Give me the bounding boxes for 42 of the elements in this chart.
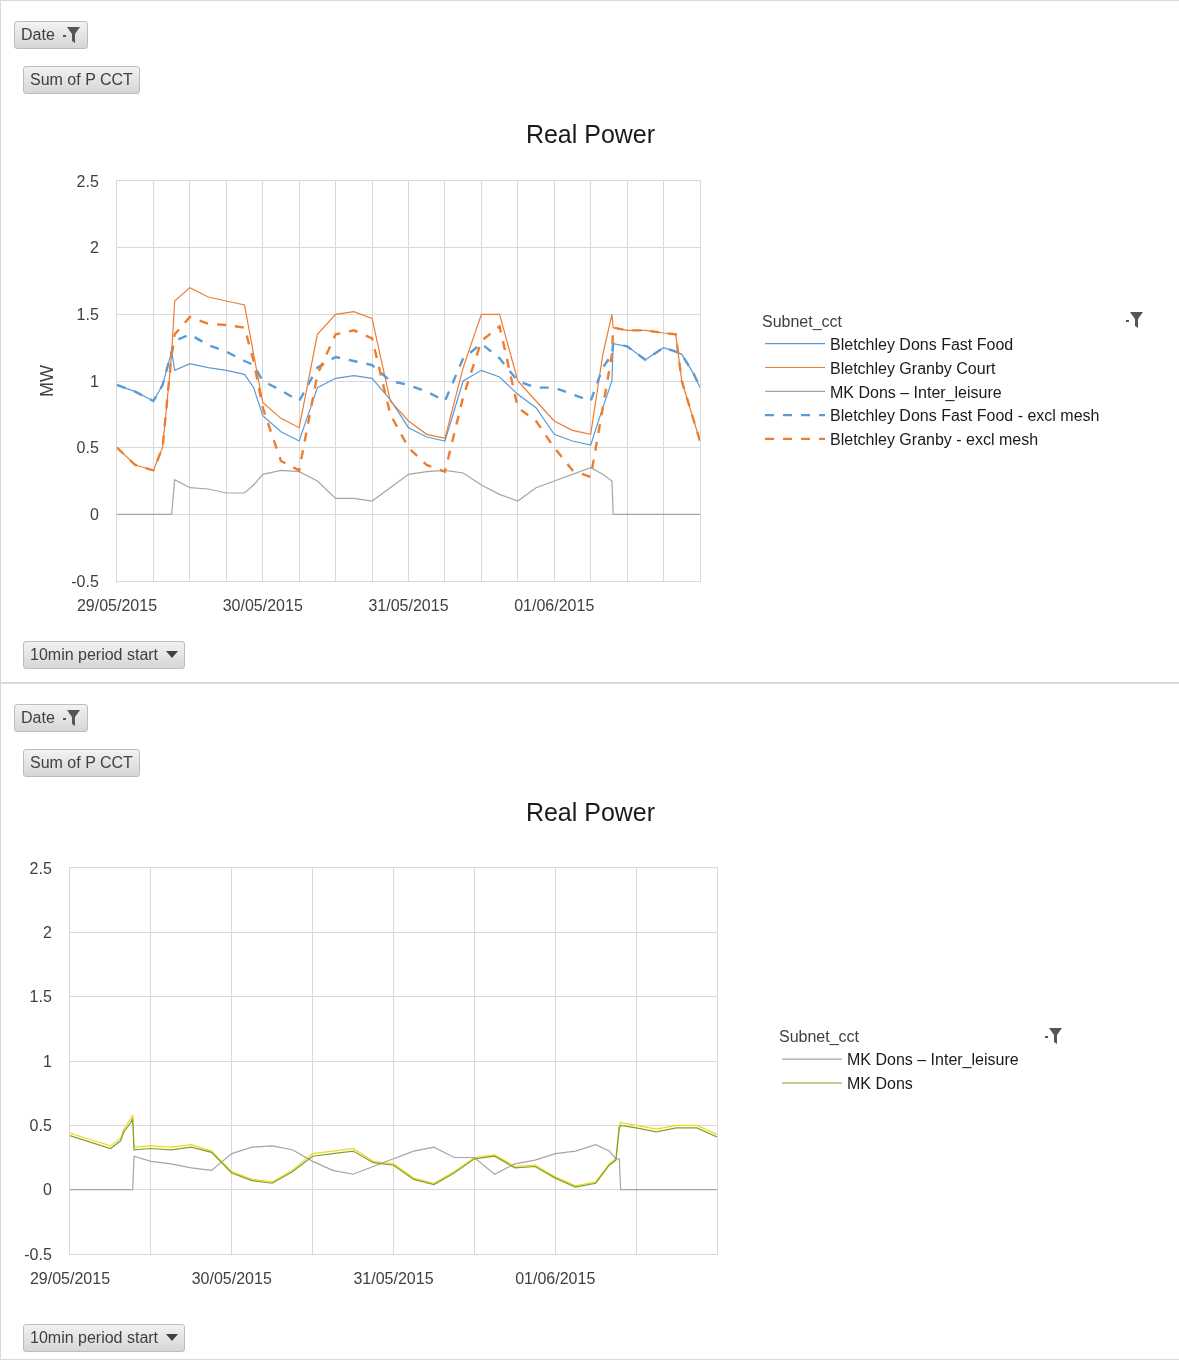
y-tick-label: 1	[42, 1052, 52, 1070]
dropdown-button: 10min period start	[23, 641, 186, 669]
legend-label: MK Dons – Inter_leisure	[847, 1051, 1019, 1070]
y-tick-label: 2	[42, 923, 52, 941]
x-tick-label: 31/05/2015	[368, 597, 449, 615]
x-tick-label: 30/05/2015	[222, 597, 303, 615]
y-tick-label: -0.5	[71, 572, 99, 590]
legend-label: Bletchley Granby - excl mesh	[830, 431, 1039, 449]
chart-title: Real Power	[525, 119, 656, 148]
x-tick-label: 01/06/2015	[515, 1270, 596, 1288]
legend-title: Subnet_cct	[762, 312, 843, 331]
y-tick-label: 1	[89, 372, 99, 390]
y-tick-label: 0.5	[29, 1116, 52, 1134]
x-tick-label: 29/05/2015	[76, 597, 158, 615]
filter-button: Date	[14, 21, 88, 49]
y-axis-title: MW	[37, 365, 58, 397]
line-series	[117, 467, 700, 515]
x-tick-label: 31/05/2015	[353, 1270, 434, 1288]
dropdown-button: 10min period start	[23, 1324, 186, 1352]
legend-label: MK Dons	[847, 1075, 913, 1093]
y-tick-label: -0.5	[24, 1245, 52, 1263]
legend-title: Subnet_cct	[779, 1028, 860, 1047]
x-tick-label: 30/05/2015	[191, 1270, 272, 1288]
y-tick-label: 1.5	[76, 305, 99, 323]
y-tick-label: 1.5	[29, 988, 52, 1006]
x-tick-label: 01/06/2015	[514, 597, 595, 615]
legend-label: Bletchley Dons Fast Food - excl mesh	[830, 407, 1100, 425]
chart-title: Real Power	[525, 797, 656, 826]
y-tick-label: 2.5	[29, 859, 52, 877]
field-button: Sum of P CCT	[23, 66, 140, 94]
y-tick-label: 2.5	[76, 172, 99, 190]
y-tick-label: 0.5	[76, 439, 99, 457]
y-tick-label: 0	[89, 505, 99, 523]
x-tick-label: 29/05/2015	[29, 1270, 111, 1288]
y-tick-label: 2	[89, 239, 99, 257]
legend-label: Bletchley Dons Fast Food	[830, 335, 1014, 353]
field-button: Sum of P CCT	[23, 749, 140, 777]
y-tick-label: 0	[42, 1181, 52, 1199]
legend-label: MK Dons – Inter_leisure	[830, 383, 1002, 402]
legend-label: Bletchley Granby Court	[830, 359, 996, 377]
line-series	[70, 1144, 717, 1191]
filter-button: Date	[14, 704, 88, 732]
